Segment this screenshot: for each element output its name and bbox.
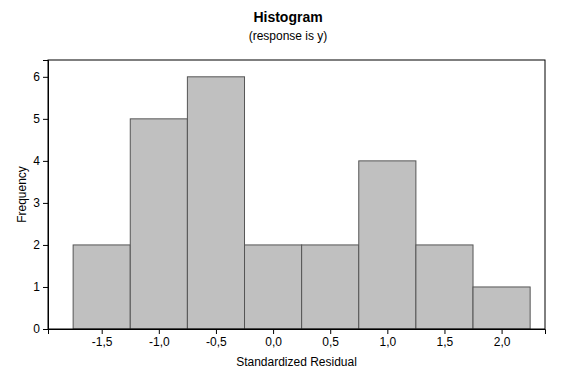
x-tick-label: -1,5 <box>92 335 113 349</box>
y-tick: 1 <box>33 280 48 294</box>
x-tick-label: 1,0 <box>379 335 396 349</box>
y-tick-label: 0 <box>33 322 40 336</box>
x-tick: 1,0 <box>379 329 396 349</box>
bar <box>359 161 416 329</box>
y-tick-mark <box>43 119 48 120</box>
x-tick-mark <box>159 329 160 334</box>
x-tick-mark <box>502 329 503 334</box>
subtitle: (response is y) <box>249 29 328 43</box>
y-tick-label: 6 <box>33 70 40 84</box>
y-tick-mark <box>43 329 48 330</box>
title: Histogram <box>253 9 322 25</box>
x-tick: 0,5 <box>322 329 339 349</box>
y-tick-label: 2 <box>33 238 40 252</box>
y-tick: 3 <box>33 196 48 210</box>
y-tick: 4 <box>33 154 48 168</box>
y-axis-line <box>43 61 49 330</box>
x-tick: -1,5 <box>92 329 113 349</box>
y-axis-title: Frequency <box>15 166 29 223</box>
x-tick-mark <box>330 329 331 334</box>
y-tick-mark <box>43 77 48 78</box>
x-axis: -1,5 -1,0 -0,5 0,0 0,5 1,0 1,5 2,0 <box>49 329 546 349</box>
bar <box>245 245 302 329</box>
x-tick: -0,5 <box>206 329 227 349</box>
y-tick-mark <box>43 161 48 162</box>
y-tick: 2 <box>33 238 48 252</box>
y-tick: 6 <box>33 70 48 84</box>
x-tick-label: 0,5 <box>322 335 339 349</box>
x-tick: -1,0 <box>149 329 170 349</box>
x-tick-mark <box>273 329 274 334</box>
bars <box>73 77 530 329</box>
bar <box>416 245 473 329</box>
y-tick-label: 5 <box>33 112 40 126</box>
x-tick: 0,0 <box>265 329 282 349</box>
y-tick-label: 3 <box>33 196 40 210</box>
x-tick-mark <box>102 329 103 334</box>
background <box>0 0 576 384</box>
plot-frame <box>48 60 545 329</box>
y-tick-mark <box>43 245 48 246</box>
bar <box>473 287 530 329</box>
x-tick-label: 1,5 <box>437 335 454 349</box>
y-tick-label: 4 <box>33 154 40 168</box>
x-tick: 1,5 <box>437 329 454 349</box>
plot-area <box>48 60 545 329</box>
x-tick-mark <box>216 329 217 334</box>
y-tick: 5 <box>33 112 48 126</box>
x-axis-title: Standardized Residual <box>236 355 357 369</box>
y-tick-mark <box>43 287 48 288</box>
x-tick-label: 0,0 <box>265 335 282 349</box>
x-tick-mark <box>444 329 445 334</box>
x-tick-label: -1,0 <box>149 335 170 349</box>
bar <box>73 245 130 329</box>
y-axis: 0 1 2 3 4 5 6 <box>33 61 48 337</box>
x-tick-mark <box>387 329 388 334</box>
y-tick-label: 1 <box>33 280 40 294</box>
x-tick: 2,0 <box>494 329 511 349</box>
x-tick-label: -0,5 <box>206 335 227 349</box>
y-tick: 0 <box>33 322 48 336</box>
y-tick-mark <box>43 203 48 204</box>
bar <box>302 245 359 329</box>
x-tick-label: 2,0 <box>494 335 511 349</box>
bar <box>130 119 187 329</box>
bar <box>187 77 244 329</box>
x-axis-line <box>49 330 546 335</box>
